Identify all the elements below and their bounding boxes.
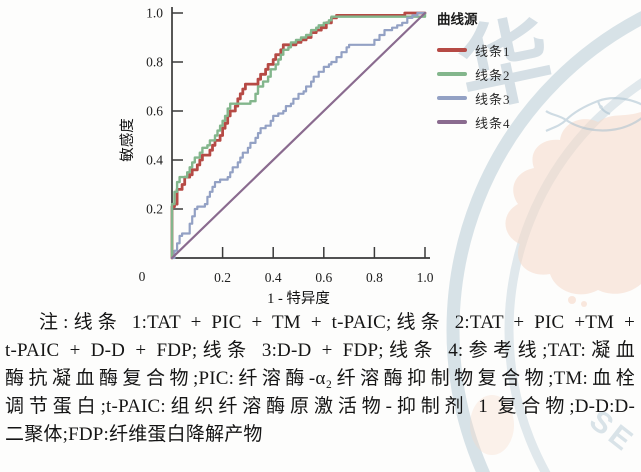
chart-plot: 0.2 0.4 0.6 0.8 1.0 0.2 0.4 0.6 0.8 1.0 0 1 - 特异度 敏感…	[119, 6, 434, 308]
chart-legend: 曲线源 线条1 线条2 线条3 线条4	[437, 8, 511, 134]
roc-chart: 0.2 0.4 0.6 0.8 1.0 0.2 0.4 0.6 0.8 1.0 0 1 - 特异度 敏感…	[119, 6, 511, 308]
svg-text:1 - 特异度: 1 - 特异度	[267, 290, 330, 307]
legend-entries: 线条1 线条2 线条3 线条4	[437, 38, 511, 134]
svg-text:1.0: 1.0	[146, 6, 163, 21]
legend-title: 曲线源	[437, 12, 478, 27]
note-line: 二聚体;FDP:纤维蛋白降解产物	[5, 424, 263, 445]
legend-label: 线条2	[475, 67, 511, 83]
legend-label: 线条1	[475, 43, 511, 59]
legend-swatch-line-4	[437, 120, 467, 124]
figure-note: 注:线条 1:TAT + PIC + TM + t-PAIC;线条 2:TAT …	[5, 309, 635, 449]
legend-swatch-line-3	[437, 96, 467, 100]
svg-text:0.4: 0.4	[265, 270, 282, 285]
legend-entry-1: 线条1	[437, 38, 511, 62]
legend-entry-2: 线条2	[437, 62, 511, 86]
legend-label: 线条3	[475, 91, 511, 107]
note-line: 调节蛋白;t-PAIC:组织纤溶酶原激活物-抑制剂 1 复合物;D-D:D-	[5, 396, 635, 417]
svg-text:1.0: 1.0	[417, 270, 434, 285]
svg-text:0.2: 0.2	[214, 270, 231, 285]
note-line: 注:线条 1:TAT + PIC + TM + t-PAIC;线条 2:TAT …	[39, 312, 635, 333]
svg-text:敏感度: 敏感度	[119, 118, 136, 162]
svg-text:0.6: 0.6	[315, 270, 332, 285]
legend-entry-3: 线条3	[437, 86, 511, 110]
note-line: t-PAIC + D-D + FDP;线条 3:D-D + FDP;线条 4:参…	[5, 340, 635, 361]
svg-text:0.8: 0.8	[146, 55, 163, 70]
svg-text:0: 0	[139, 269, 146, 284]
legend-label: 线条4	[475, 115, 511, 131]
note-line: 酶抗凝血酶复合物;PIC:纤溶酶-α₂纤溶酶抑制物复合物;TM:血栓	[5, 368, 635, 389]
svg-text:0.4: 0.4	[146, 153, 163, 168]
svg-text:0.6: 0.6	[146, 104, 163, 119]
svg-text:0.8: 0.8	[366, 270, 383, 285]
legend-entry-4: 线条4	[437, 110, 511, 134]
svg-text:0.2: 0.2	[146, 202, 163, 217]
legend-swatch-line-1	[437, 48, 467, 52]
legend-swatch-line-2	[437, 72, 467, 76]
